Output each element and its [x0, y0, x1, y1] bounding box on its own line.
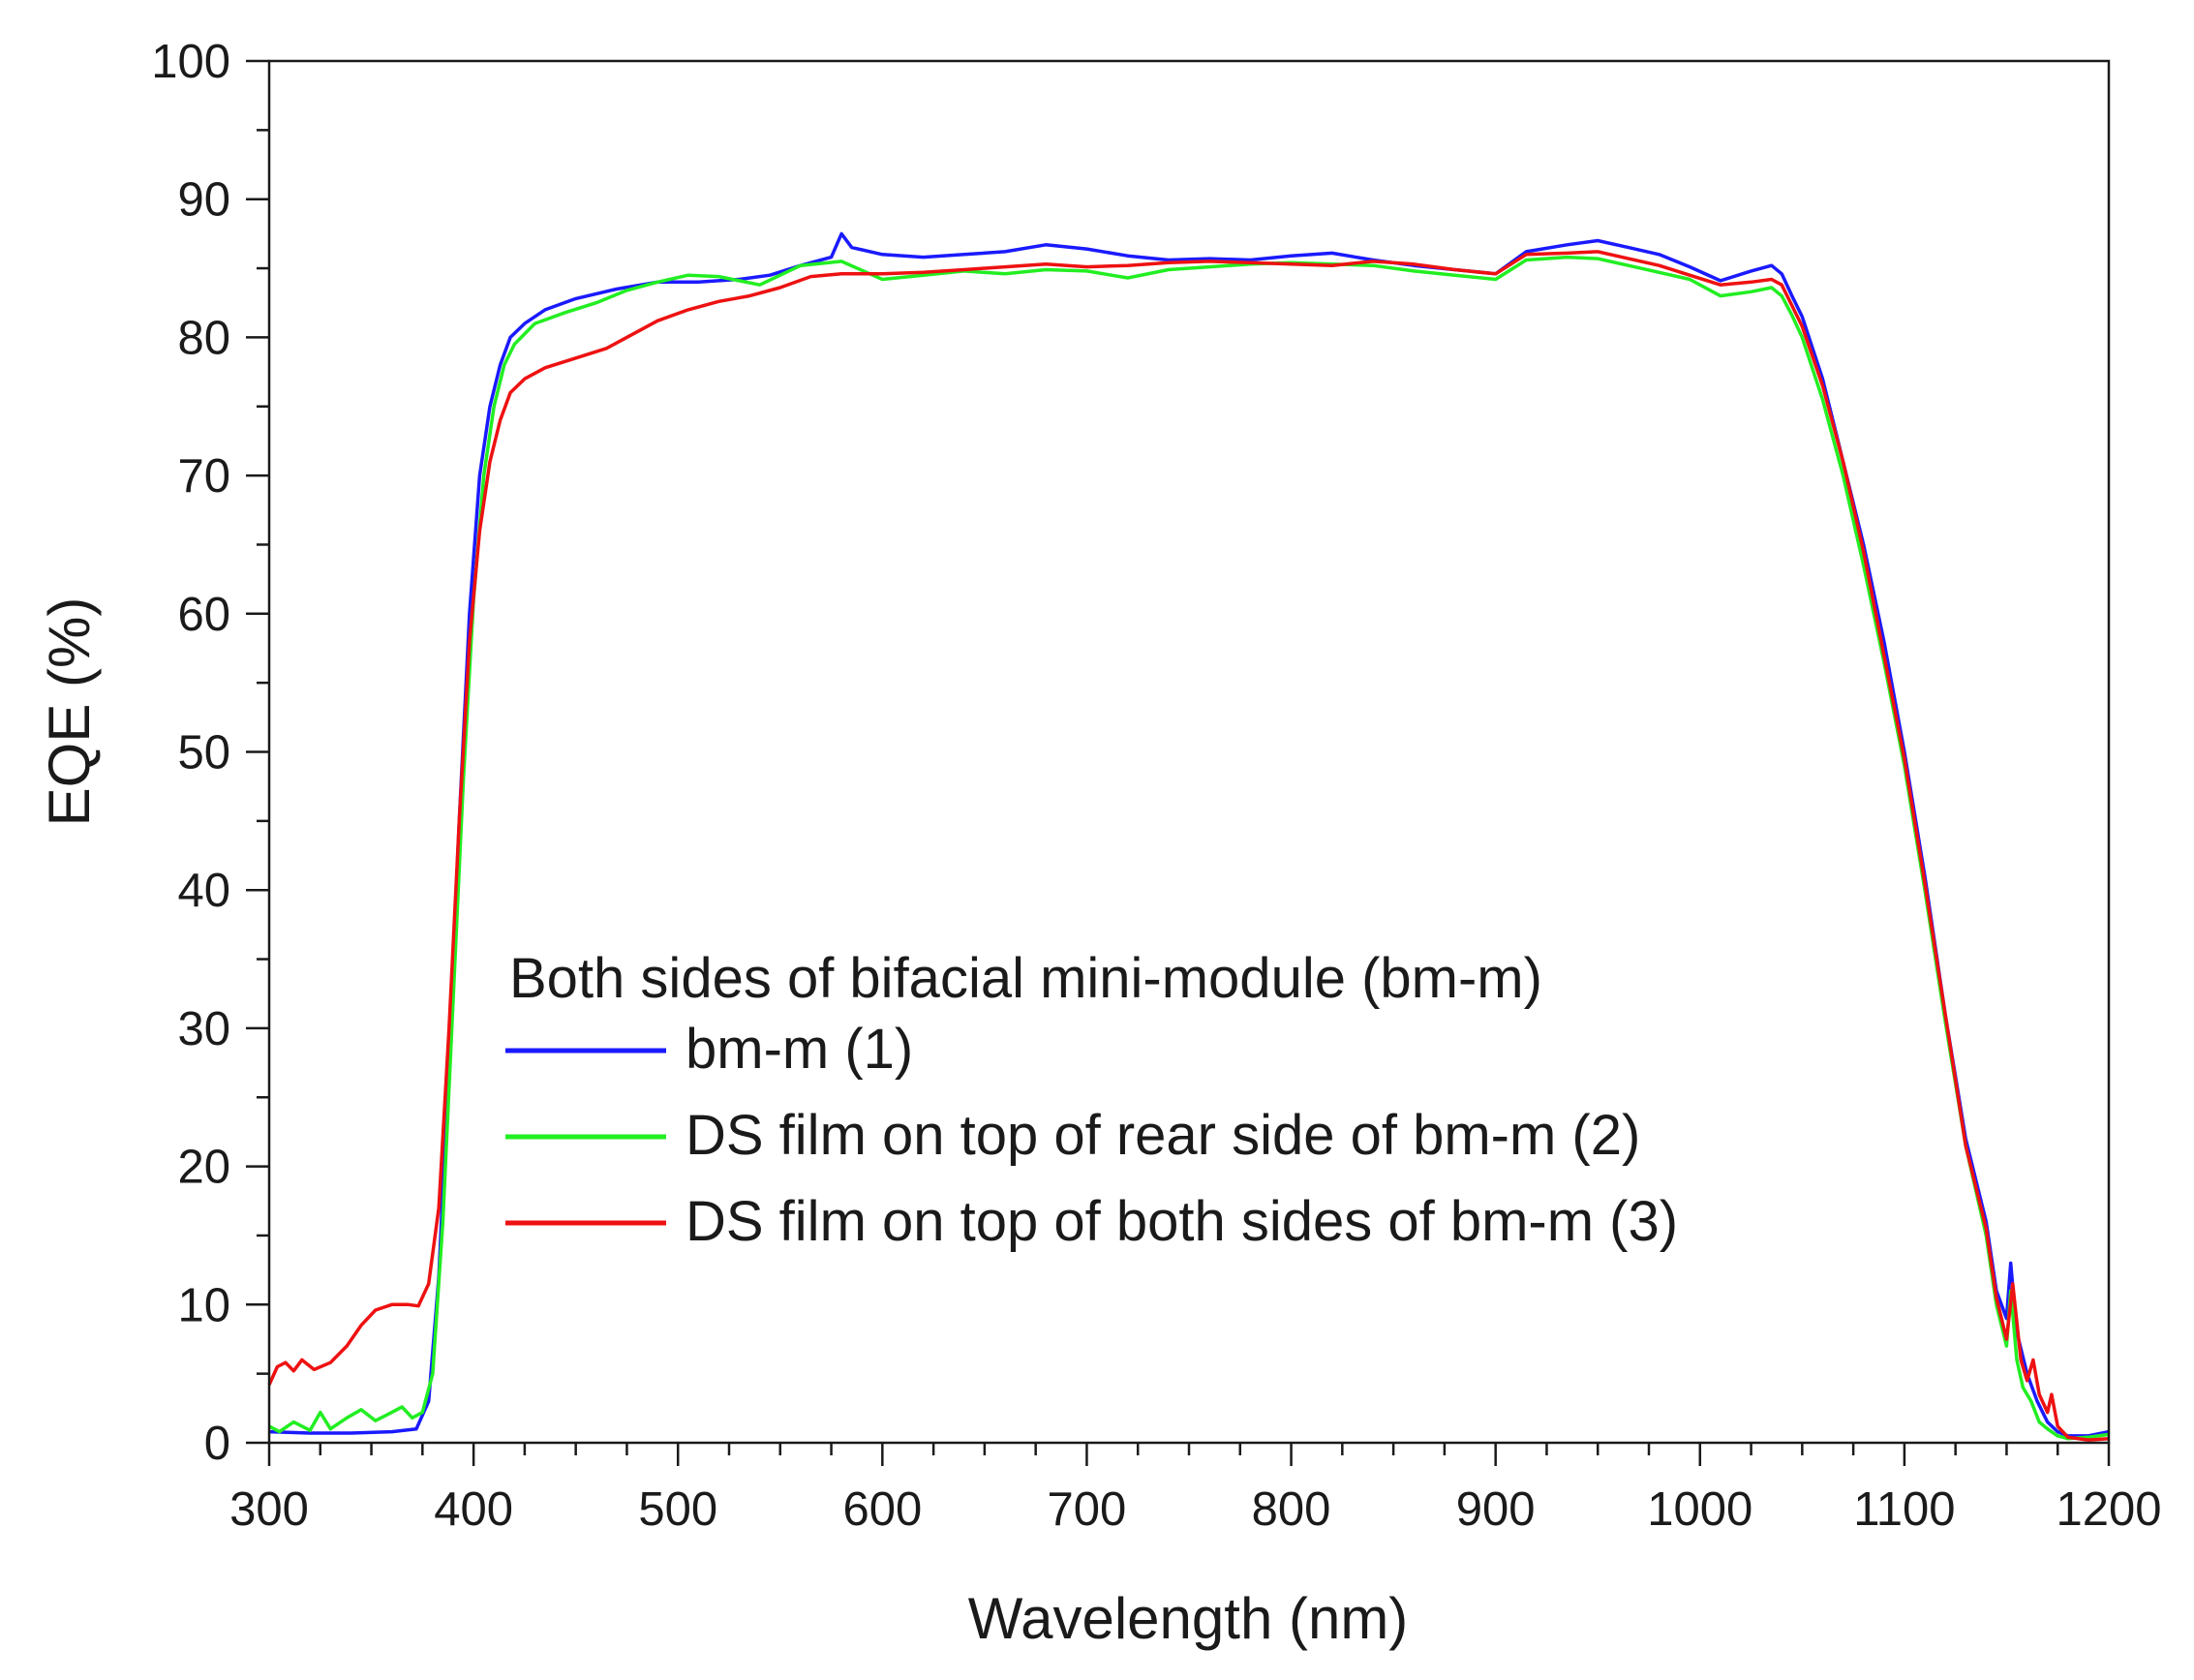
x-tick-label: 900 [1456, 1483, 1536, 1536]
y-tick-label: 20 [177, 1142, 230, 1194]
legend-entries: bm-m (1) DS film on top of rear side of b… [505, 1018, 1678, 1253]
y-tick-label: 80 [177, 312, 230, 364]
legend-label-2: DS film on top of rear side of bm-m (2) [686, 1104, 1640, 1167]
y-tick-label: 30 [177, 1003, 230, 1055]
series-layer [267, 231, 2110, 1442]
y-tick-label: 60 [177, 589, 230, 641]
x-tick-label: 1100 [1853, 1483, 1955, 1536]
y-tick-label: 90 [177, 174, 230, 227]
x-axis-title: Wavelength (nm) [968, 1586, 1409, 1651]
legend-label-3: DS film on top of both sides of bm-m (3) [686, 1190, 1678, 1253]
y-tick-label: 40 [177, 865, 230, 917]
y-tick-label: 70 [177, 450, 230, 503]
y-axis-title: EQE (%) [37, 597, 102, 827]
y-tick-label: 10 [177, 1279, 230, 1331]
x-tick-label: 600 [842, 1483, 922, 1536]
axis-ticks [246, 59, 2111, 1466]
y-tick-label: 50 [177, 727, 230, 779]
x-tick-label: 300 [229, 1483, 309, 1536]
tick-labels: 300 400 500 600 700 800 900 1000 1100 1200 0 10 20 30… [151, 36, 2161, 1536]
y-tick-label: 100 [151, 36, 230, 88]
plot-frame [267, 59, 2111, 1445]
x-tick-label: 1000 [1647, 1483, 1752, 1536]
x-tick-label: 400 [434, 1483, 513, 1536]
x-tick-label: 500 [638, 1483, 717, 1536]
series-line-1 [268, 231, 2110, 1438]
x-tick-label: 700 [1048, 1483, 1127, 1536]
x-tick-label: 1200 [2056, 1483, 2161, 1536]
legend-title: Both sides of bifacial mini-module (bm-m… [509, 947, 1542, 1010]
y-tick-label: 0 [204, 1418, 230, 1470]
x-tick-label: 800 [1252, 1483, 1331, 1536]
series-line-3 [267, 250, 2110, 1442]
legend-label-1: bm-m (1) [686, 1018, 913, 1081]
legend: Both sides of bifacial mini-module (bm-m… [505, 947, 1678, 1253]
series-line-2 [268, 255, 2110, 1441]
